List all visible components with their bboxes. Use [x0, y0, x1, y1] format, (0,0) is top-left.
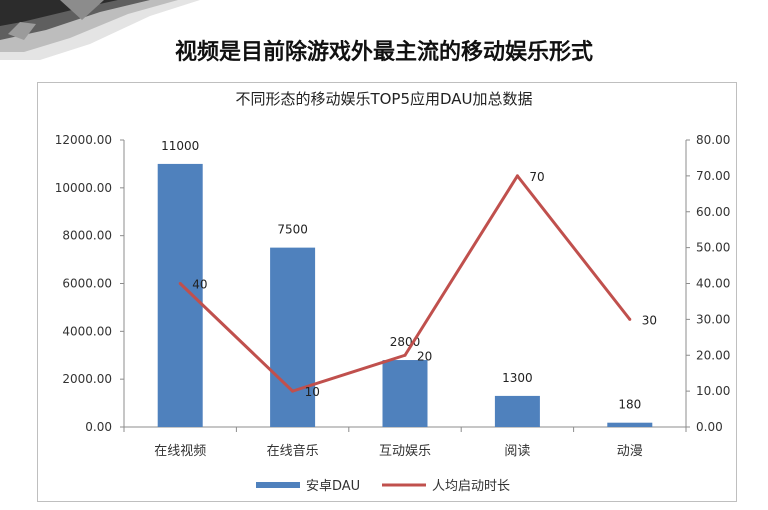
right-axis-tick-label: 20.00 [696, 348, 730, 362]
line-point-1 [178, 282, 182, 285]
line-point-5 [628, 317, 632, 321]
legend-bar-label: 安卓DAU [306, 479, 360, 494]
right-axis-tick-label: 10.00 [696, 384, 730, 398]
right-axis-tick-label: 0.00 [696, 420, 723, 434]
left-axis-tick-label: 8000.00 [62, 229, 112, 243]
bar-3 [382, 360, 428, 427]
bar-data-label: 180 [618, 398, 641, 412]
x-axis-category-label: 在线视频 [154, 444, 206, 459]
right-axis-tick-label: 70.00 [696, 169, 730, 183]
bar-data-label: 1300 [502, 371, 533, 385]
line-data-label: 70 [529, 170, 544, 184]
bar-4 [494, 395, 540, 427]
chart-title: 不同形态的移动娱乐TOP5应用DAU加总数据 [235, 90, 533, 108]
x-axis-category-label: 在线音乐 [267, 443, 319, 459]
chart-frame [37, 82, 737, 502]
bar-5 [607, 422, 653, 427]
x-axis-category-label: 互动娱乐 [379, 444, 431, 459]
line-data-label: 40 [192, 278, 207, 292]
legend-bar-swatch [256, 482, 300, 488]
legend-line-label: 人均启动时长 [432, 479, 510, 494]
left-axis-tick-label: 4000.00 [62, 324, 112, 338]
line-point-3 [403, 353, 407, 357]
right-axis-tick-label: 60.00 [696, 205, 730, 219]
line-data-label: 10 [305, 385, 320, 399]
line-data-label: 30 [642, 313, 657, 327]
line-point-4 [515, 174, 519, 178]
line-point-2 [291, 389, 295, 393]
right-axis-tick-label: 50.00 [696, 241, 730, 255]
left-axis-tick-label: 2000.00 [62, 372, 112, 386]
x-axis-category-label: 阅读 [504, 444, 530, 459]
left-axis-tick-label: 12000.00 [55, 133, 112, 147]
left-axis-tick-label: 10000.00 [55, 181, 112, 195]
right-axis-tick-label: 40.00 [696, 277, 730, 291]
right-axis-tick-label: 80.00 [696, 133, 730, 147]
bar-data-label: 11000 [161, 139, 199, 153]
left-axis-tick-label: 0.00 [85, 420, 112, 434]
bar-2 [270, 247, 316, 427]
line-data-label: 20 [417, 349, 432, 363]
corner-decoration-graphic [0, 0, 200, 60]
line-series-path [179, 174, 631, 393]
bar-1 [157, 163, 203, 427]
right-axis-tick-label: 30.00 [696, 312, 730, 326]
page-headline: 视频是目前除游戏外最主流的移动娱乐形式 [174, 40, 593, 65]
x-axis-category-label: 动漫 [617, 444, 643, 459]
bar-data-label: 7500 [277, 223, 308, 237]
left-axis-tick-label: 6000.00 [62, 277, 112, 291]
